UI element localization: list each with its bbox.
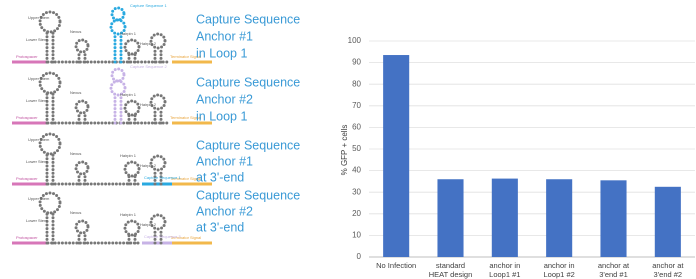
y-tick-label: 100 [348, 36, 362, 45]
y-tick-label: 50 [352, 144, 361, 153]
y-tick-label: 60 [352, 123, 361, 132]
y-tick-label: 20 [352, 209, 361, 218]
panel-caption: Capture Sequence [196, 12, 300, 26]
part-label: Capture Sequence 2 [144, 234, 181, 239]
loop [76, 162, 88, 174]
part-label: Hairpin 2 [140, 222, 157, 227]
x-tick-label: standard HEAT design [427, 261, 475, 279]
panel-caption: Anchor #2 [196, 92, 253, 106]
bar [600, 180, 626, 257]
panel-caption: Capture Sequence [196, 188, 300, 202]
part-label: Hairpin 2 [140, 163, 157, 168]
part-label: Hairpin 1 [120, 153, 137, 158]
part-label: Hairpin 1 [120, 212, 137, 217]
part-label: Upper Stem [28, 137, 50, 142]
x-tick-label: anchor at 3'end #1 [590, 261, 638, 279]
panel-caption: Capture Sequence [196, 138, 300, 152]
part-label: Nexus [70, 151, 81, 156]
part-label: Hairpin 2 [140, 102, 157, 107]
figure: % GFP + cells Upper Stem Lower Stem Nexus H… [0, 0, 696, 267]
loop [125, 221, 139, 235]
bar [655, 187, 681, 257]
part-label: Hairpin 2 [140, 41, 157, 46]
loop [76, 101, 88, 113]
panel-caption: in Loop 1 [196, 109, 247, 123]
loop [112, 69, 124, 81]
panel-caption: Anchor #1 [196, 29, 253, 43]
part-label: Protospacer [16, 176, 38, 181]
x-tick-label: anchor in Loop1 #1 [481, 261, 529, 279]
part-label: Nexus [70, 90, 81, 95]
panel-caption: at 3'-end [196, 220, 244, 234]
part-label: Nexus [70, 29, 81, 34]
y-axis-title: % GFP + cells [340, 125, 349, 176]
loop [125, 40, 139, 54]
part-label: Upper Stem [28, 15, 50, 20]
part-label: Protospacer [16, 54, 38, 59]
y-tick-label: 30 [352, 187, 361, 196]
x-tick-label: No Infection [372, 261, 420, 270]
part-label: Protospacer [16, 235, 38, 240]
y-tick-label: 40 [352, 166, 361, 175]
y-tick-label: 90 [352, 58, 361, 67]
y-tick-label: 70 [352, 101, 361, 110]
panel-caption: Anchor #1 [196, 154, 253, 168]
loop [76, 40, 88, 52]
part-label: Hairpin 1 [120, 31, 137, 36]
part-label: Capture Sequence 1 [130, 3, 167, 8]
panel-caption: Anchor #2 [196, 204, 253, 218]
part-label: Upper Stem [28, 76, 50, 81]
bar [546, 179, 572, 257]
panel-caption: Capture Sequence [196, 75, 300, 89]
y-tick-label: 80 [352, 79, 361, 88]
part-label: Lower Stem [26, 98, 48, 103]
bar [437, 179, 463, 257]
part-label: Capture Sequence 1 [144, 175, 181, 180]
part-label: Hairpin 1 [120, 92, 137, 97]
part-label: Protospacer [16, 115, 38, 120]
part-label: Lower Stem [26, 159, 48, 164]
bar [492, 179, 518, 257]
y-tick-label: 0 [357, 252, 362, 261]
x-tick-label: anchor at 3'end #2 [644, 261, 692, 279]
bar [383, 55, 409, 257]
loop [112, 8, 124, 20]
x-tick-label: anchor in Loop1 #2 [535, 261, 583, 279]
loop [125, 101, 139, 115]
loop [76, 221, 88, 233]
loop [125, 162, 139, 176]
part-label: Lower Stem [26, 37, 48, 42]
panel-caption: at 3'-end [196, 170, 244, 184]
part-label: Upper Stem [28, 196, 50, 201]
y-tick-label: 10 [352, 231, 361, 240]
panel-caption: in Loop 1 [196, 46, 247, 60]
part-label: Lower Stem [26, 218, 48, 223]
part-label: Capture Sequence 2 [130, 64, 167, 69]
page: % GFP + cells Upper Stem Lower Stem Nexus H… [0, 0, 696, 267]
part-label: Nexus [70, 210, 81, 215]
